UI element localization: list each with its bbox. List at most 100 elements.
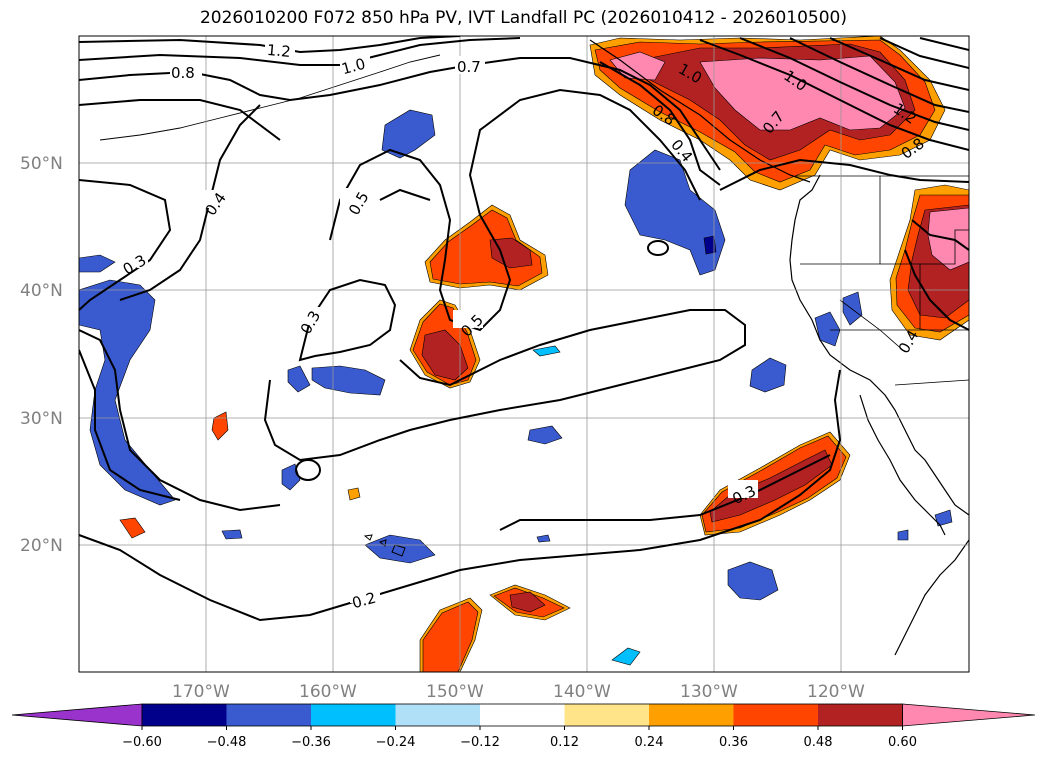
contour-west-outer — [79, 349, 181, 501]
lon-label-160: 160°W — [299, 682, 357, 702]
colorbar-extend-max — [902, 703, 1036, 727]
colorbar-segment — [226, 704, 311, 726]
pv-negative-blob-small-a — [532, 345, 561, 357]
border-state-e — [839, 299, 906, 353]
colorbar-tick-label: −0.36 — [291, 735, 331, 750]
contour-ne-lower — [719, 158, 969, 191]
contour-0-3-south-loop — [263, 309, 746, 462]
colorbar-tick-label: −0.60 — [122, 735, 162, 750]
colorbar-segment — [818, 704, 903, 726]
contour-ne-1 — [699, 39, 969, 151]
pv-negative-region-northeast-mid — [624, 149, 726, 276]
pv-positive-region-south-a-core — [422, 601, 479, 672]
contour-california-east — [904, 249, 969, 331]
pv-negative-blob-south-b — [727, 561, 779, 601]
colorbar-segment — [733, 704, 818, 726]
coastline-mexico — [894, 539, 969, 656]
contour-0-7-top — [79, 99, 281, 141]
colorbar-tick-label: 0.36 — [719, 735, 748, 750]
colorbar-tick-label: −0.24 — [376, 735, 416, 750]
contour-label-2: 1.0 — [340, 55, 368, 79]
pv-negative-blob-south-a — [364, 534, 436, 564]
contour-small-loop-b — [647, 240, 670, 256]
colorbar: −0.60 −0.48 −0.36 −0.24 −0.12 0.12 0.24 0.36 0.4… — [11, 703, 1036, 750]
pv-negative-region-west-edge-top — [79, 254, 116, 273]
contour-0-2-south — [79, 369, 842, 622]
colorbar-tick-label: 0.12 — [550, 735, 579, 750]
colorbar-tick-label: 0.60 — [888, 735, 917, 750]
colorbar-segment — [564, 704, 649, 726]
lat-label-20: 20°N — [20, 536, 63, 556]
contour-label-3: 0.8 — [171, 64, 195, 82]
pv-negative-blob-central-b — [287, 365, 311, 393]
pv-negative-blob-east-a — [749, 357, 787, 393]
contour-ne-5 — [879, 37, 969, 69]
pv-positive-blob-sw — [119, 517, 146, 539]
hawaii-island-maui — [378, 539, 387, 547]
border-state-b — [880, 229, 969, 265]
contour-label-1: 1.2 — [266, 41, 291, 61]
hawaii-islands — [363, 534, 406, 557]
ivt-contours — [79, 36, 969, 622]
pv-negative-blob-coast-b — [842, 291, 863, 326]
coastline-baja — [859, 394, 946, 536]
lon-label-150: 150°W — [426, 682, 484, 702]
pv-negative-core-northeast-mid — [703, 235, 717, 255]
coastline-alaska — [589, 39, 811, 183]
map-content: 1.2 1.0 0.8 0.7 0.4 0.3 0.5 0.3 0.5 0.2 … — [79, 36, 969, 672]
lon-labels: 170°W 160°W 150°W 140°W 130°W 120°W — [172, 682, 865, 702]
colorbar-tick-label: −0.48 — [207, 735, 247, 750]
lat-label-30: 30°N — [20, 409, 63, 429]
contour-ne-4 — [829, 37, 969, 91]
colorbar-segment — [311, 704, 396, 726]
pv-negative-blob-small-d — [897, 529, 909, 541]
colorbar-segments — [11, 703, 1036, 727]
coastline-layer — [99, 39, 969, 656]
graticule — [79, 36, 969, 672]
pv-positive-blob-west — [211, 411, 229, 441]
map-frame — [78, 35, 970, 673]
pv-positive-region-central-south-dark — [421, 329, 469, 381]
colorbar-segment — [649, 704, 734, 726]
pv-negative-blob-small-f — [536, 534, 551, 543]
contour-label-10: 0.2 — [350, 589, 378, 613]
lon-label-120: 120°W — [807, 682, 865, 702]
pv-negative-blob-central-a — [311, 365, 386, 396]
contour-1-2-top — [79, 36, 461, 54]
pv-negative-blob-small-e — [611, 647, 641, 666]
contour-mid-curve — [379, 188, 431, 201]
contour-0-3-southeast — [499, 454, 831, 531]
contour-0-3-central — [298, 278, 397, 362]
contour-0-8-top — [79, 57, 721, 171]
contour-0-4-loop — [79, 179, 172, 311]
colorbar-segment — [395, 704, 480, 726]
pv-negative-blob-central-c — [527, 425, 563, 445]
contour-ne-2 — [739, 37, 969, 131]
pv-negative-region-north-central — [381, 109, 436, 159]
colorbar-tick-label: 0.48 — [804, 735, 833, 750]
contour-small-loop-a — [295, 459, 322, 481]
border-mexico-us — [894, 379, 969, 386]
contour-label-4: 0.7 — [457, 58, 481, 76]
pv-positive-region-northeast-peak — [699, 55, 906, 131]
contour-ne-3 — [789, 37, 969, 113]
lat-label-40: 40°N — [20, 281, 63, 301]
contour-california-loop — [911, 219, 969, 251]
lon-label-140: 140°W — [553, 682, 611, 702]
pv-positive-region-central-north-dark — [489, 237, 533, 269]
hawaii-island-oahu — [363, 534, 373, 541]
contour-0-5-central — [329, 88, 701, 332]
pv-positive-region-south-b-dark — [509, 591, 546, 613]
contour-ne-6 — [919, 37, 969, 51]
map-title: 2026010200 F072 850 hPa PV, IVT Landfall… — [199, 8, 847, 28]
colorbar-tick-label: 0.24 — [635, 735, 664, 750]
colorbar-extend-min — [11, 703, 143, 727]
contour-0-4-northeast — [599, 61, 721, 186]
coastline-north-america — [789, 174, 969, 516]
colorbar-segment — [142, 704, 227, 726]
lon-label-170: 170°W — [172, 682, 230, 702]
lat-label-50: 50°N — [20, 154, 63, 174]
contour-0-4-large — [119, 104, 261, 301]
colorbar-segment — [480, 704, 565, 726]
